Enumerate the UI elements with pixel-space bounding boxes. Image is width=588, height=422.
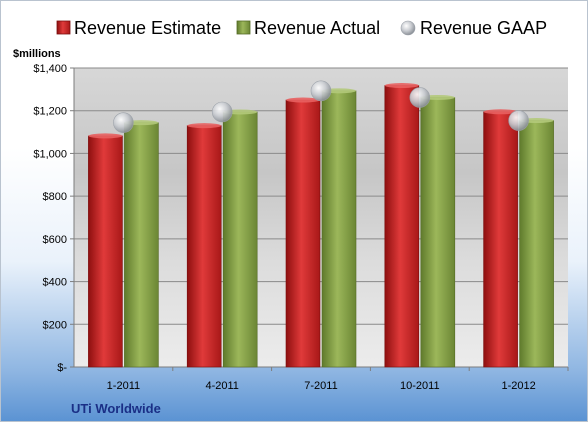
legend: Revenue Estimate Revenue Actual Revenue … bbox=[56, 18, 547, 38]
y-tick-label: $1,000 bbox=[33, 148, 67, 160]
bar-revenue-actual bbox=[321, 90, 357, 368]
x-tick-label: 10-2011 bbox=[400, 380, 440, 392]
x-tick-label: 4-2011 bbox=[205, 380, 238, 392]
marker-revenue-gaap bbox=[310, 80, 332, 102]
bar-revenue-actual bbox=[519, 120, 554, 368]
legend-item-revenue-estimate: Revenue Estimate bbox=[56, 18, 221, 38]
bar-cap-revenue-estimate bbox=[384, 83, 419, 89]
legend-label-revenue-gaap: Revenue GAAP bbox=[420, 18, 547, 38]
bars bbox=[88, 80, 554, 368]
y-axis-ticks: $- $200 $400 $600 $800 $1,000 $1,200 $1,400 bbox=[33, 63, 67, 374]
bar-cap-revenue-estimate bbox=[187, 123, 222, 129]
marker-revenue-gaap bbox=[211, 101, 233, 123]
legend-marker-revenue-gaap bbox=[400, 20, 416, 36]
company-label: UTi Worldwide bbox=[71, 401, 161, 416]
y-tick-label: $1,400 bbox=[33, 63, 67, 75]
y-tick-label: $1,200 bbox=[33, 106, 67, 118]
y-tick-label: $600 bbox=[43, 234, 67, 246]
bar-revenue-actual bbox=[420, 97, 456, 368]
unit-label: $millions bbox=[13, 48, 61, 60]
bar-revenue-actual bbox=[222, 111, 258, 368]
x-axis-ticks: 1-2011 4-2011 7-2011 10-2011 1-2012 bbox=[107, 367, 569, 392]
bar-cap-revenue-estimate bbox=[286, 97, 320, 103]
legend-swatch-revenue-estimate bbox=[56, 20, 71, 35]
legend-swatch-revenue-actual bbox=[236, 20, 251, 35]
x-tick-label: 7-2011 bbox=[304, 380, 337, 392]
marker-revenue-gaap bbox=[409, 87, 431, 108]
y-tick-label: $800 bbox=[43, 191, 67, 203]
legend-label-revenue-actual: Revenue Actual bbox=[254, 18, 380, 38]
bar-revenue-estimate bbox=[186, 125, 222, 368]
legend-label-revenue-estimate: Revenue Estimate bbox=[74, 18, 221, 38]
bar-revenue-estimate bbox=[384, 85, 420, 368]
bar-revenue-estimate bbox=[483, 111, 518, 368]
x-tick-label: 1-2012 bbox=[501, 380, 535, 392]
bar-revenue-estimate bbox=[285, 99, 321, 368]
marker-revenue-gaap bbox=[508, 110, 529, 131]
y-tick-label: $400 bbox=[43, 277, 67, 289]
legend-item-revenue-actual: Revenue Actual bbox=[236, 18, 380, 38]
bar-revenue-estimate bbox=[88, 135, 123, 368]
bar-cap-revenue-estimate bbox=[88, 133, 123, 139]
y-tick-label: $200 bbox=[43, 319, 67, 331]
bar-cap-revenue-estimate bbox=[483, 109, 518, 115]
y-tick-label: $- bbox=[57, 362, 67, 374]
bar-revenue-actual bbox=[124, 122, 159, 368]
x-tick-label: 1-2011 bbox=[107, 380, 140, 392]
marker-revenue-gaap bbox=[113, 112, 134, 133]
plot-area: $- $200 $400 $600 $800 $1,000 $1,200 $1,400 1-2… bbox=[33, 63, 569, 392]
legend-item-revenue-gaap: Revenue GAAP bbox=[400, 18, 547, 38]
